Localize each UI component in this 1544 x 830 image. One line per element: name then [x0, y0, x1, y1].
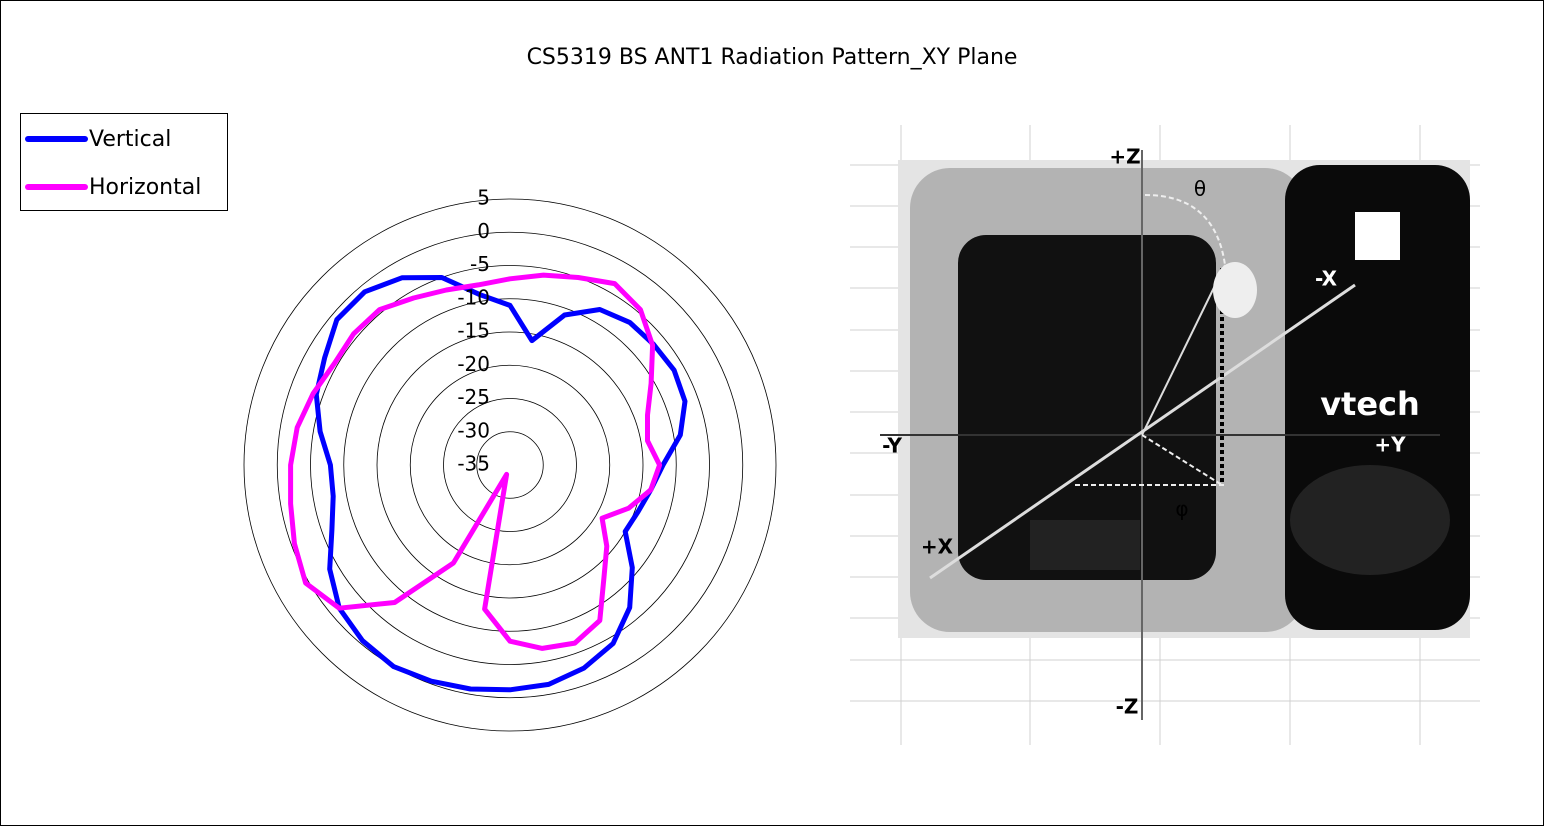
r-tick-label: 0 [477, 219, 490, 243]
r-tick-label: -10 [457, 285, 490, 309]
photo-label: -Z [1116, 695, 1139, 719]
r-tick-label: -30 [457, 418, 490, 442]
photo-label: +X [921, 535, 954, 559]
photo-label: φ [1175, 497, 1188, 521]
chart-title: CS5319 BS ANT1 Radiation Pattern_XY Plan… [527, 45, 1018, 70]
brand-logo: vtech [1320, 385, 1420, 423]
photo-label: -X [1315, 267, 1338, 291]
legend-label: Horizontal [89, 175, 201, 200]
photo-label: +Y [1374, 433, 1406, 457]
photo-label: +Z [1109, 145, 1140, 169]
r-tick-label: -5 [470, 252, 490, 276]
legend-label: Vertical [89, 127, 171, 152]
r-tick-label: -25 [457, 385, 490, 409]
photo-label: θ [1194, 177, 1206, 201]
r-tick-label: -20 [457, 352, 490, 376]
photo-label: -Y [882, 434, 902, 458]
chart: CS5319 BS ANT1 Radiation Pattern_XY Plan… [0, 0, 1544, 826]
r-tick-label: -35 [457, 452, 490, 476]
r-tick-label: 5 [477, 186, 490, 210]
r-tick-label: -15 [457, 319, 490, 343]
